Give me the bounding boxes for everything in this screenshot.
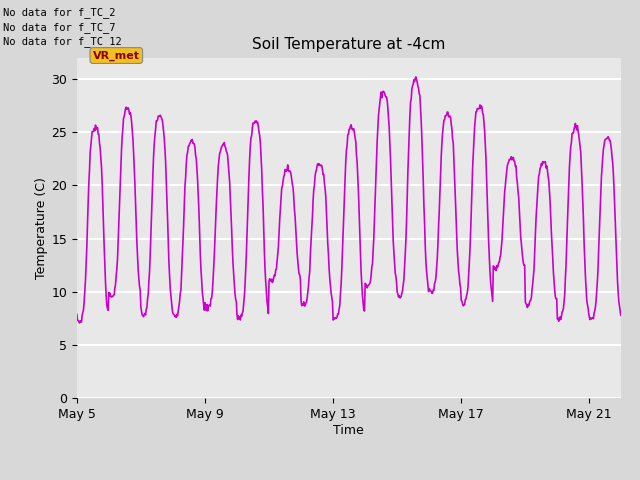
Text: No data for f_TC_7: No data for f_TC_7 — [3, 22, 116, 33]
Text: No data for f_TC_2: No data for f_TC_2 — [3, 7, 116, 18]
Text: VR_met: VR_met — [93, 50, 140, 60]
Title: Soil Temperature at -4cm: Soil Temperature at -4cm — [252, 37, 445, 52]
Text: No data for f_TC_12: No data for f_TC_12 — [3, 36, 122, 47]
X-axis label: Time: Time — [333, 424, 364, 437]
Y-axis label: Temperature (C): Temperature (C) — [35, 177, 49, 279]
